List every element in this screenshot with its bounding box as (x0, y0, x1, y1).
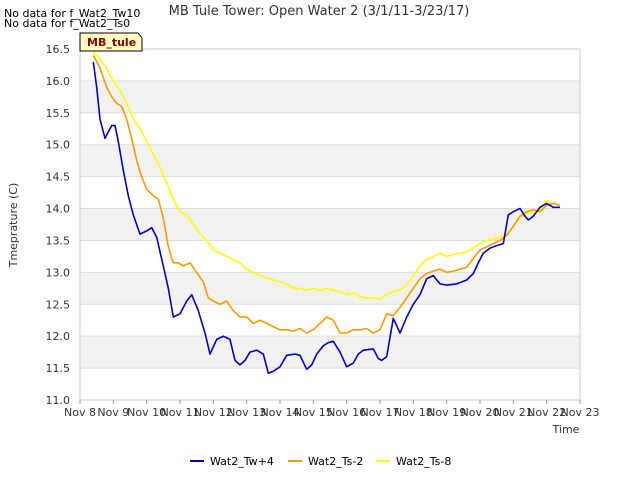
background-band (80, 336, 580, 369)
x-tick-label: Nov 22 (527, 406, 566, 419)
legend: Wat2_Tw+4 Wat2_Ts-2 Wat2_Ts-8 (190, 455, 451, 468)
x-tick-label: Nov 16 (327, 406, 366, 419)
y-axis-ticks: 11.0 11.5 12.0 12.5 13.0 13.5 14.0 14.5 15.0 15.5… (46, 43, 71, 407)
y-tick-label: 15.5 (46, 107, 71, 120)
no-data-notice-ts0: No data for f_Wat2_Ts0 (4, 17, 131, 30)
y-tick-label: 11.5 (46, 362, 71, 375)
x-tick-label: Nov 8 (64, 406, 96, 419)
x-tick-label: Nov 21 (494, 406, 533, 419)
background-band (80, 144, 580, 177)
x-tick-label: Nov 12 (194, 406, 233, 419)
x-tick-label: Nov 10 (127, 406, 166, 419)
plot-frame (79, 48, 581, 401)
y-tick-label: 16.0 (46, 75, 71, 88)
x-tick-label: Nov 13 (227, 406, 266, 419)
background-band (80, 208, 580, 241)
y-tick-label: 13.5 (46, 234, 71, 247)
series-line-wat2-tw-4 (92, 61, 560, 375)
x-tick-label: Nov 11 (161, 406, 200, 419)
y-tick-label: 13.0 (46, 266, 71, 279)
x-tick-label: Nov 15 (294, 406, 333, 419)
y-tick-label: 14.5 (46, 171, 71, 184)
legend-label: Wat2_Ts-8 (396, 455, 451, 468)
x-tick-label: Nov 14 (261, 406, 300, 419)
chart-title: MB Tule Tower: Open Water 2 (3/1/11-3/23… (169, 4, 470, 19)
y-tick-label: 12.5 (46, 298, 71, 311)
background-band (80, 272, 580, 305)
y-axis-title: Tmeprature (C) (7, 183, 20, 269)
legend-label: Wat2_Ts-2 (308, 455, 363, 468)
x-tick-label: Nov 9 (97, 406, 129, 419)
series-line-wat2-ts-8 (92, 51, 561, 301)
x-axis-title: Time (552, 423, 580, 436)
series-line-wat2-ts-2 (92, 55, 561, 334)
no-data-notice-tw10: No data for f_Wat2_Tw10 (4, 7, 141, 20)
y-tick-label: 11.0 (46, 394, 71, 407)
x-tick-label: Nov 23 (561, 406, 600, 419)
plot-background-bands (80, 49, 580, 400)
legend-label: Wat2_Tw+4 (210, 455, 274, 468)
x-tick-label: Nov 20 (461, 406, 500, 419)
x-tick-label: Nov 18 (394, 406, 433, 419)
x-tick-label: Nov 19 (427, 406, 466, 419)
x-tick-label: Nov 17 (361, 406, 400, 419)
site-tag-label: MB_tule (87, 36, 136, 49)
y-tick-label: 14.0 (46, 203, 71, 216)
y-tick-label: 16.5 (46, 43, 71, 56)
series-lines (92, 51, 561, 375)
y-tick-label: 15.0 (46, 139, 71, 152)
site-tag: MB_tule (79, 32, 143, 52)
y-tick-label: 12.0 (46, 330, 71, 343)
background-band (80, 80, 580, 113)
